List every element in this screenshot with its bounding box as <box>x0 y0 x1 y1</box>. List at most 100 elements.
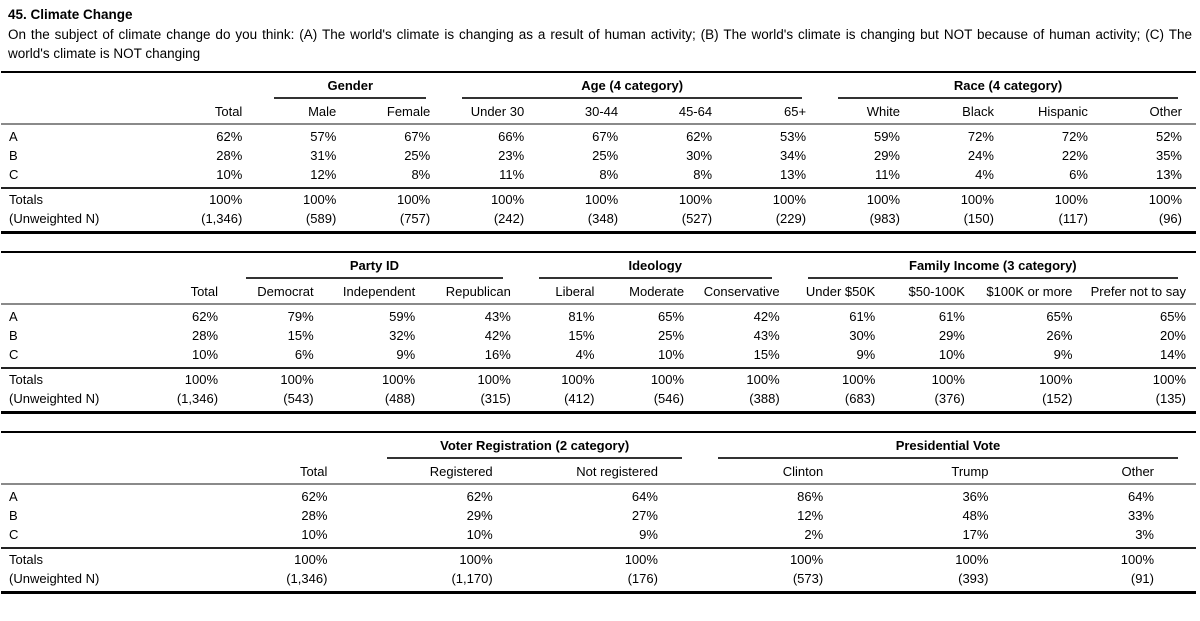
cell-value: 53% <box>780 129 807 144</box>
cell-value: 8% <box>693 167 713 182</box>
column-header: Hispanic <box>1007 99 1102 125</box>
cell-value: 65% <box>1046 309 1073 324</box>
row-label: C <box>9 347 19 362</box>
group-header-spacer <box>1 72 256 99</box>
table-row: B 28% 29% 27% 12% 48% 33% <box>1 507 1196 526</box>
cell-value: (683) <box>844 390 876 406</box>
row-label: B <box>9 508 18 523</box>
cell-value: (527) <box>681 210 713 226</box>
cell-value: 100% <box>1082 367 1196 390</box>
cell-value: 59% <box>389 309 416 324</box>
cell-value: 72% <box>967 129 994 144</box>
table-row: C 10% 12% 8% 11% 8% 8% 13% 11% 4% 6% 13% <box>1 166 1196 189</box>
cell-value: 6% <box>1069 167 1088 182</box>
cell-value: 100% <box>228 367 324 390</box>
cell-value: 79% <box>287 309 314 324</box>
cell-value: 100% <box>520 367 605 390</box>
cell-value: 10% <box>466 527 493 542</box>
group-header-label: Ideology <box>538 258 772 279</box>
crosstab-table-demographics: Gender Age (4 category) Race (4 category) T… <box>1 71 1196 234</box>
group-header-label: Age (4 category) <box>462 78 803 99</box>
column-header: $50-100K <box>885 279 975 305</box>
cell-value: 100% <box>350 187 445 210</box>
cell-value: 100% <box>632 187 727 210</box>
column-header: 45-64 <box>632 99 727 125</box>
cell-value: 16% <box>484 347 511 362</box>
column-header: Black <box>914 99 1008 125</box>
cell-value: (757) <box>399 210 431 226</box>
column-header <box>1 279 139 305</box>
row-label: (Unweighted N) <box>9 390 100 406</box>
cell-value: 100% <box>726 187 821 210</box>
group-header-label: Race (4 category) <box>838 78 1178 99</box>
cell-value: 10% <box>938 347 965 362</box>
cell-value: 33% <box>1127 508 1154 523</box>
cell-value: 32% <box>389 328 416 343</box>
cell-value: 100% <box>914 187 1008 210</box>
column-header: Clinton <box>699 459 866 485</box>
cell-value: 11% <box>874 167 900 182</box>
cell-value: 100% <box>425 367 521 390</box>
cell-value: 100% <box>444 187 539 210</box>
row-label: (Unweighted N) <box>9 210 100 226</box>
cell-value: 11% <box>499 167 525 182</box>
column-header: Moderate <box>604 279 695 305</box>
cell-value: 27% <box>631 508 658 523</box>
cell-value: 14% <box>1159 347 1186 362</box>
row-label: Totals <box>1 187 163 210</box>
group-header-label: Party ID <box>246 258 503 279</box>
row-label: A <box>9 309 18 324</box>
cell-value: 36% <box>962 489 989 504</box>
cell-value: 9% <box>856 347 876 362</box>
column-header-row: Total Registered Not registered Clinton Trum… <box>1 459 1196 485</box>
table-row: C 10% 10% 9% 2% 17% 3% <box>1 526 1196 549</box>
cell-value: (315) <box>480 390 511 406</box>
cell-value: (176) <box>627 570 658 586</box>
cell-value: 62% <box>466 489 493 504</box>
totals-row: Totals 100% 100% 100% 100% 100% 100% 100% 100% 10… <box>1 367 1196 390</box>
cell-value: 23% <box>498 148 525 163</box>
cell-value: (1,346) <box>176 390 219 406</box>
cell-value: 4% <box>575 347 595 362</box>
cell-value: (543) <box>283 390 314 406</box>
cell-value: 15% <box>753 347 780 362</box>
table-row: A 62% 62% 64% 86% 36% 64% <box>1 484 1196 507</box>
group-header-label: Family Income (3 category) <box>807 258 1178 279</box>
cell-value: 30% <box>849 328 876 343</box>
group-header: Presidential Vote <box>700 432 1196 459</box>
unweighted-n-row: (Unweighted N) (1,346) (589) (757) (242) (348… <box>1 210 1196 233</box>
group-header: Family Income (3 category) <box>790 252 1196 279</box>
table-row: A 62% 57% 67% 66% 67% 62% 53% 59% 72% 72% 52% <box>1 124 1196 147</box>
cell-value: 12% <box>310 167 337 182</box>
group-header-spacer <box>1 252 228 279</box>
cell-value: 100% <box>604 367 695 390</box>
cell-value: 86% <box>797 489 824 504</box>
cell-value: 2% <box>804 527 824 542</box>
column-header: Other <box>1101 99 1196 125</box>
cell-value: 100% <box>534 547 700 570</box>
cell-value: (573) <box>792 570 824 586</box>
cell-value: 48% <box>962 508 989 523</box>
row-label: A <box>9 489 18 504</box>
cell-value: 100% <box>820 187 914 210</box>
group-header-row: Voter Registration (2 category) President… <box>1 432 1196 459</box>
cell-value: 17% <box>962 527 989 542</box>
column-header <box>1 99 163 125</box>
cell-value: (1,170) <box>451 570 493 586</box>
cell-value: 4% <box>975 167 994 182</box>
question-text: On the subject of climate change do you … <box>8 27 1192 61</box>
cell-value: 28% <box>301 508 328 523</box>
cell-value: 66% <box>498 129 525 144</box>
row-label: Totals <box>1 367 139 390</box>
group-header-label: Gender <box>274 78 427 99</box>
cell-value: 30% <box>686 148 713 163</box>
cell-value: 3% <box>1135 527 1154 542</box>
cell-value: 100% <box>138 367 229 390</box>
cell-value: 100% <box>1030 547 1196 570</box>
cell-value: 100% <box>699 547 866 570</box>
group-header-label: Presidential Vote <box>717 438 1178 459</box>
cell-value: 61% <box>849 309 876 324</box>
cell-value: 61% <box>938 309 965 324</box>
cell-value: 12% <box>797 508 824 523</box>
